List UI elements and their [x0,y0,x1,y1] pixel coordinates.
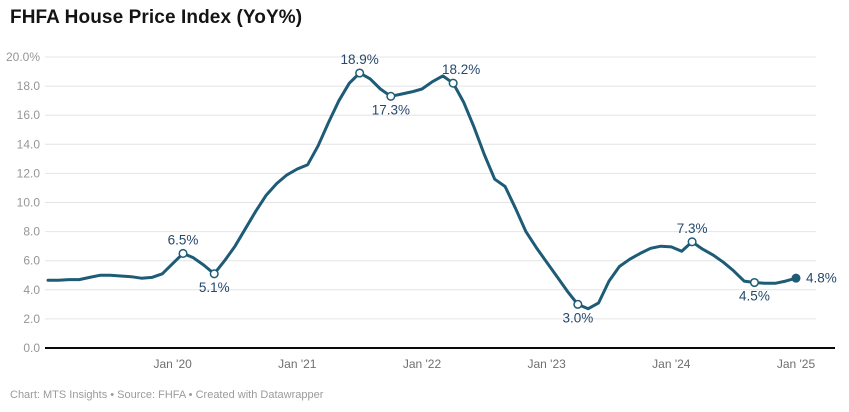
x-tick-label: Jan '25 [777,357,816,371]
data-point-marker-open [448,78,458,88]
y-tick-label: 12.0 [17,166,41,180]
y-tick-label: 10.0 [17,196,41,210]
data-point-marker-open [687,237,697,247]
data-point-marker-open [386,91,396,101]
data-point-label: 17.3% [372,102,410,117]
y-tick-label: 14.0 [17,137,41,151]
data-point-label: 4.5% [739,289,770,304]
y-tick-label: 18.0 [17,79,41,93]
data-point-label: 6.5% [168,232,199,247]
y-tick-label: 2.0 [23,312,40,326]
data-point-label: 18.9% [341,52,379,67]
x-tick-label: Jan '23 [528,357,567,371]
data-point-marker-open [573,299,583,309]
data-point-label: 3.0% [562,310,593,325]
y-tick-label: 20.0% [6,50,40,64]
y-tick-label: 4.0 [23,283,40,297]
x-tick-label: Jan '22 [403,357,442,371]
data-point-label: 7.3% [677,221,708,236]
data-point-marker-open [178,248,188,258]
data-point-label: 18.2% [442,62,480,77]
x-tick-label: Jan '21 [278,357,317,371]
chart-title: FHFA House Price Index (YoY%) [10,7,303,28]
hpi-yoy-line [46,71,798,311]
data-point-label: 5.1% [199,280,230,295]
x-tick-label: Jan '20 [154,357,193,371]
y-tick-label: 8.0 [23,225,40,239]
y-tick-label: 6.0 [23,254,40,268]
data-point-marker-open [209,269,219,279]
y-tick-label: 0.0 [23,341,40,355]
y-tick-label: 16.0 [17,108,41,122]
data-point-marker-open [749,277,759,288]
data-point-marker-open [355,68,365,78]
data-point-label: 4.8% [806,271,837,286]
data-point-marker-filled [791,273,801,283]
x-tick-label: Jan '24 [652,357,691,371]
chart-footer-credits: Chart: MTS Insights • Source: FHFA • Cre… [10,389,324,401]
